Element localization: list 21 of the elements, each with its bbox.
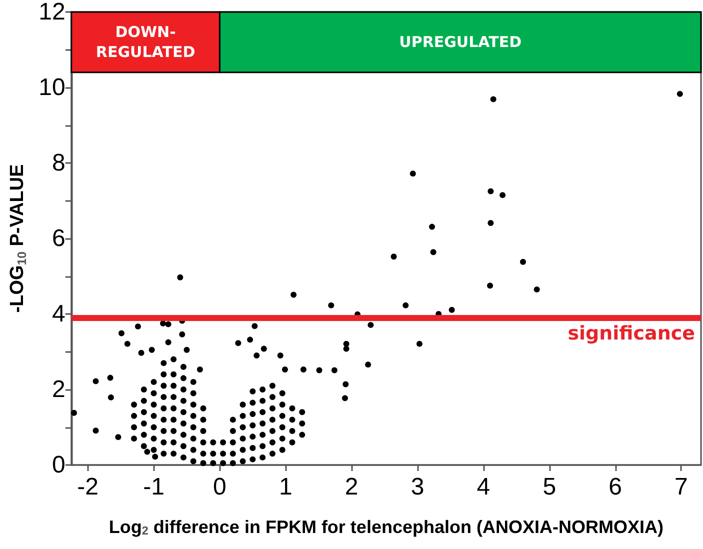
x-tick-label: -2 xyxy=(77,474,99,500)
x-tick-label: 5 xyxy=(542,474,556,500)
y-tick-label: 8 xyxy=(52,150,66,176)
x-tick-label: 4 xyxy=(476,474,490,500)
band-label: DOWN-REGULATED xyxy=(96,23,196,62)
x-tick-label: 1 xyxy=(278,474,292,500)
y-tick-label: 0 xyxy=(52,452,66,478)
y-tick-label: 4 xyxy=(52,300,66,328)
x-tick-label: 0 xyxy=(213,474,226,500)
y-axis-title: -LOG10 P-VALUE xyxy=(7,164,29,313)
x-tick-label: 6 xyxy=(608,474,622,500)
x-tick-label: -1 xyxy=(143,474,164,500)
x-tick-label: 7 xyxy=(674,474,688,500)
y-tick-label: 6 xyxy=(52,225,66,252)
band-label: UPREGULATED xyxy=(399,33,522,52)
x-tick-label: 2 xyxy=(344,474,358,500)
x-tick-label: 3 xyxy=(410,474,424,500)
y-tick-label: 2 xyxy=(52,376,66,403)
y-tick-label: 10 xyxy=(38,74,66,101)
ref-line-label: significance xyxy=(568,322,695,344)
y-tick-label: 12 xyxy=(38,0,66,26)
